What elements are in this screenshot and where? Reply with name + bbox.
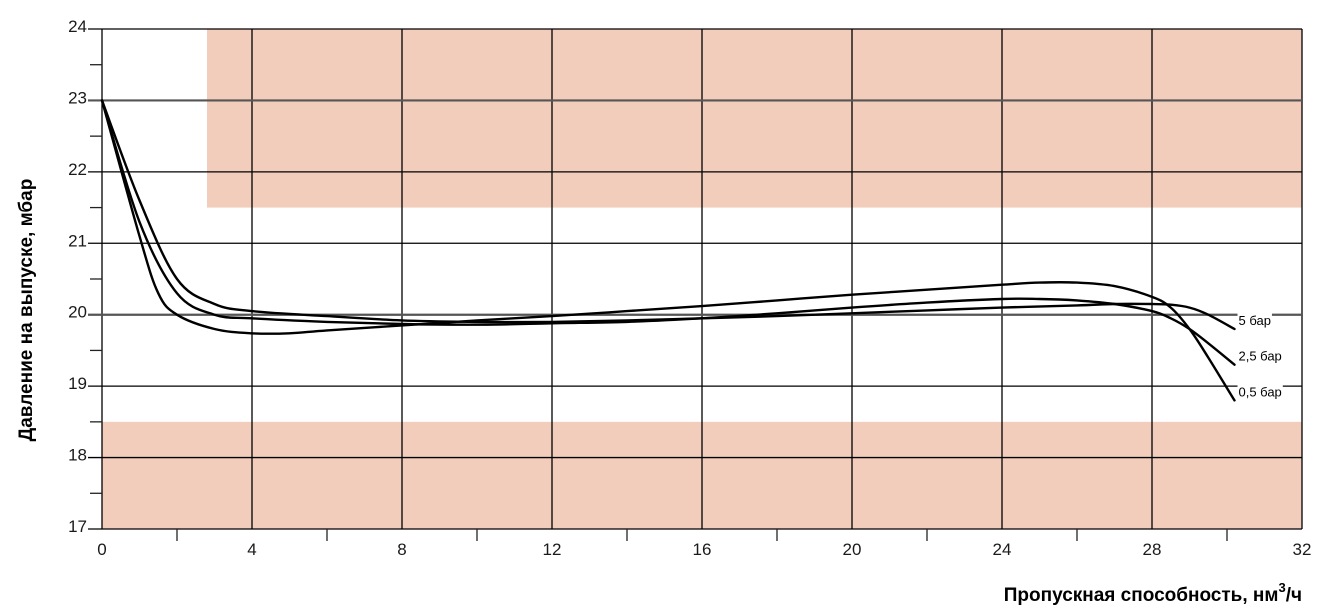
x-tick-label: 8 bbox=[397, 540, 406, 559]
x-tick-label: 0 bbox=[97, 540, 106, 559]
minor-ticks bbox=[90, 64, 1228, 541]
y-tick-label: 23 bbox=[68, 88, 87, 107]
y-tick-label: 17 bbox=[68, 517, 87, 536]
series-label-bg-2 bbox=[1237, 384, 1283, 400]
series-label-bg-1 bbox=[1237, 348, 1283, 364]
series-label-bg-0 bbox=[1237, 313, 1272, 328]
x-tick-label: 28 bbox=[1143, 540, 1162, 559]
x-axis-title-main: Пропускная способность, нм bbox=[1004, 585, 1279, 606]
x-tick-label: 32 bbox=[1293, 540, 1312, 559]
x-tick-label: 20 bbox=[843, 540, 862, 559]
x-axis-title-superscript: 3 bbox=[1278, 580, 1285, 595]
series-labels: 5 бар 2,5 бар 0,5 бар bbox=[1237, 313, 1283, 400]
x-axis-title-suffix: /ч bbox=[1286, 585, 1302, 606]
y-tick-label: 21 bbox=[68, 231, 87, 250]
y-tick-label: 22 bbox=[68, 160, 87, 179]
x-tick-label: 12 bbox=[543, 540, 562, 559]
x-tick-label: 24 bbox=[993, 540, 1012, 559]
series-label-2: 0,5 бар bbox=[1239, 384, 1282, 399]
x-tick-label: 4 bbox=[247, 540, 256, 559]
y-tick-label: 24 bbox=[68, 17, 87, 36]
series-label-0: 5 бар bbox=[1239, 313, 1271, 328]
y-tick-label: 19 bbox=[68, 374, 87, 393]
series-label-1: 2,5 бар bbox=[1239, 349, 1282, 364]
series-lines bbox=[100, 99, 1236, 402]
y-tick-label: 20 bbox=[68, 303, 87, 322]
y-axis-title: Давление на выпуске, мбар bbox=[16, 179, 37, 442]
series-line-1 bbox=[100, 99, 1236, 366]
y-tick-label: 18 bbox=[68, 446, 87, 465]
x-tick-labels: 0 4 8 12 16 20 24 28 32 bbox=[97, 540, 1311, 559]
shaded-region-0 bbox=[207, 29, 1302, 208]
series-line-2 bbox=[100, 99, 1236, 402]
x-axis-title: Пропускная способность, нм3/ч bbox=[1004, 580, 1302, 606]
x-tick-label: 16 bbox=[693, 540, 712, 559]
y-tick-labels: 17 18 19 20 21 22 23 24 bbox=[68, 17, 87, 536]
